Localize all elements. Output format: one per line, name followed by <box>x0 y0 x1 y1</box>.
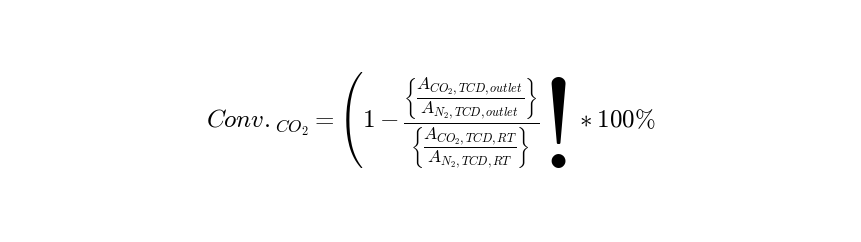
Text: $\mathit{Conv.}_{CO_2} = \left(1 - \frac{\left\{\dfrac{A_{CO_2,TCD,outlet}}{A_{N: $\mathit{Conv.}_{CO_2} = \left(1 - \frac… <box>206 70 655 172</box>
